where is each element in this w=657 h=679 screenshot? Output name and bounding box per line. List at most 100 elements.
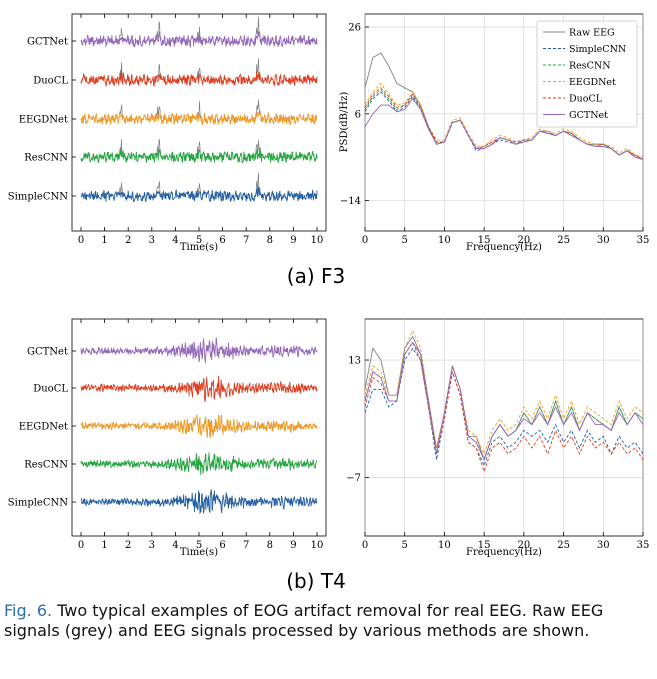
panel-a-psd-plot: 0 5 10 15 20 25 30 35 −14 6 26 Frequency(Hz) PSD(… <box>339 13 649 253</box>
trace-label-rescnn: ResCNN <box>24 153 68 164</box>
psd-xtick-label: 30 <box>597 540 610 551</box>
time-xtick-label: 3 <box>149 235 155 246</box>
psd-xtick-label: 25 <box>557 540 570 551</box>
panel-a-psd-xticks: 0 5 10 15 20 25 30 35 <box>362 227 649 246</box>
time-xtick-label: 1 <box>101 235 107 246</box>
time-xtick-label: 5 <box>196 235 202 246</box>
trace-label-eegdnet: EEGDNet <box>19 115 68 126</box>
psd-xtick-label: 25 <box>557 235 570 246</box>
psd-line-gctnet <box>364 97 644 160</box>
time-xtick-label: 2 <box>125 235 131 246</box>
trace-rescnn <box>80 148 318 164</box>
legend-label-rescnn: ResCNN <box>569 61 611 72</box>
caption-text: Two typical examples of EOG artifact rem… <box>4 601 604 640</box>
legend-label-duocl: DuoCL <box>569 94 603 105</box>
time-xtick-label: 5 <box>196 540 202 551</box>
panel-a-legend: Raw EEG SimpleCNN ResCNN EEGDNet DuoCL GCTNet <box>536 20 638 128</box>
time-xtick-label: 6 <box>219 235 225 246</box>
psd-xtick-label: 30 <box>597 235 610 246</box>
time-xtick-label: 8 <box>267 540 273 551</box>
trace-simplecnn <box>80 489 318 514</box>
panel-b-psd-plot: 0 5 10 15 20 25 30 35 −7 13 Frequency(Hz) <box>346 318 650 558</box>
legend-label-simplecnn: SimpleCNN <box>569 44 626 55</box>
trace-eegdnet <box>80 414 318 438</box>
figure-reference: Fig. 6. <box>4 601 53 620</box>
panel-b-trace-labels: GCTNet DuoCL EEGDNet ResCNN SimpleCNN <box>8 347 76 509</box>
figure-caption: Fig. 6. Two typical examples of EOG arti… <box>4 601 652 641</box>
panel-b-psd-xticks: 0 5 10 15 20 25 30 35 <box>362 532 650 551</box>
psd-ytick-label: 26 <box>348 23 361 34</box>
trace-label-simplecnn: SimpleCNN <box>8 192 68 203</box>
psd-xtick-label: 5 <box>402 235 408 246</box>
trace-label-duocl: DuoCL <box>33 384 68 395</box>
panel-a-traces <box>80 16 318 203</box>
trace-label-duocl: DuoCL <box>33 76 68 87</box>
trace-rescnn <box>80 453 318 475</box>
time-xtick-label: 9 <box>290 540 296 551</box>
panel-a-psd-grid <box>364 14 644 231</box>
panel-b-psd-series <box>364 329 644 473</box>
psd-ytick-label: 13 <box>348 356 361 367</box>
time-xtick-label: 6 <box>219 540 225 551</box>
psd-xtick-label: 10 <box>438 235 451 246</box>
legend-label-raw-eeg: Raw EEG <box>569 28 615 39</box>
trace-eegdnet <box>80 109 318 126</box>
panel-b-psd-yticks: −7 13 <box>346 356 369 484</box>
panel-a-time-xlabel: Time(s) <box>180 242 218 253</box>
trace-gctnet <box>80 338 318 363</box>
time-xtick-label: 0 <box>78 540 84 551</box>
time-xtick-label: 0 <box>78 235 84 246</box>
time-xtick-label: 4 <box>172 235 178 246</box>
legend-box <box>536 20 638 128</box>
panel-b-time-xticks: 0 1 2 3 4 5 6 7 8 9 10 <box>78 319 324 551</box>
panel-a-trace-labels: GCTNet DuoCL EEGDNet ResCNN SimpleCNN <box>8 37 76 203</box>
psd-ytick-label: −7 <box>346 473 361 484</box>
trace-duocl <box>80 376 318 402</box>
figure-canvas: GCTNet DuoCL EEGDNet ResCNN SimpleCNN 0 1 2 3 4 5… <box>8 13 650 593</box>
psd-xtick-label: 0 <box>362 540 368 551</box>
psd-xtick-label: 15 <box>478 540 491 551</box>
panel-a-psd-yticks: −14 6 26 <box>340 23 369 207</box>
panel-b-time-xlabel: Time(s) <box>180 547 218 558</box>
psd-xtick-label: 35 <box>637 540 650 551</box>
panel-a-time-plot: GCTNet DuoCL EEGDNet ResCNN SimpleCNN 0 1 2 3 4 5… <box>8 13 327 253</box>
time-xtick-label: 9 <box>290 235 296 246</box>
time-xtick-label: 10 <box>311 540 324 551</box>
legend-label-gctnet: GCTNet <box>569 110 608 121</box>
trace-label-gctnet: GCTNet <box>27 37 68 48</box>
panel-b-psd-xlabel: Frequency(Hz) <box>466 547 542 558</box>
time-xtick-label: 10 <box>311 235 324 246</box>
psd-xtick-label: 20 <box>517 540 530 551</box>
trace-label-simplecnn: SimpleCNN <box>8 498 68 509</box>
panel-b-traces <box>80 337 318 514</box>
psd-ytick-label: −14 <box>340 196 361 207</box>
panel-a-psd-series <box>364 52 644 160</box>
panel-a-psd-xlabel: Frequency(Hz) <box>466 242 542 253</box>
time-xtick-label: 7 <box>243 540 249 551</box>
psd-xtick-label: 20 <box>517 235 530 246</box>
panel-b-caption-label: (b) T4 <box>286 569 346 593</box>
psd-xtick-label: 0 <box>362 235 368 246</box>
trace-gctnet <box>80 30 318 48</box>
time-xtick-label: 1 <box>101 540 107 551</box>
panel-a-time-xticks: 0 1 2 3 4 5 6 7 8 9 10 <box>78 14 324 246</box>
time-xtick-label: 4 <box>172 540 178 551</box>
trace-label-rescnn: ResCNN <box>24 460 68 471</box>
panel-b-time-plot: GCTNet DuoCL EEGDNet ResCNN SimpleCNN 0 1 2 3 4 5… <box>8 318 327 558</box>
legend-label-eegdnet: EEGDNet <box>569 77 616 88</box>
time-xtick-label: 7 <box>243 235 249 246</box>
psd-xtick-label: 10 <box>438 540 451 551</box>
time-xtick-label: 3 <box>149 540 155 551</box>
psd-line-eegdnet <box>364 329 644 456</box>
time-xtick-label: 8 <box>267 235 273 246</box>
time-xtick-label: 2 <box>125 540 131 551</box>
trace-label-eegdnet: EEGDNet <box>19 422 68 433</box>
panel-a-caption-label: (a) F3 <box>287 264 345 288</box>
trace-duocl <box>80 71 318 88</box>
psd-line-eegdnet <box>364 82 644 158</box>
psd-line-simplecnn <box>364 347 644 467</box>
psd-line-raw-eeg <box>364 335 644 462</box>
psd-xtick-label: 15 <box>478 235 491 246</box>
panel-a-psd-ylabel: PSD(dB/Hz) <box>339 92 350 153</box>
psd-xtick-label: 5 <box>402 540 408 551</box>
